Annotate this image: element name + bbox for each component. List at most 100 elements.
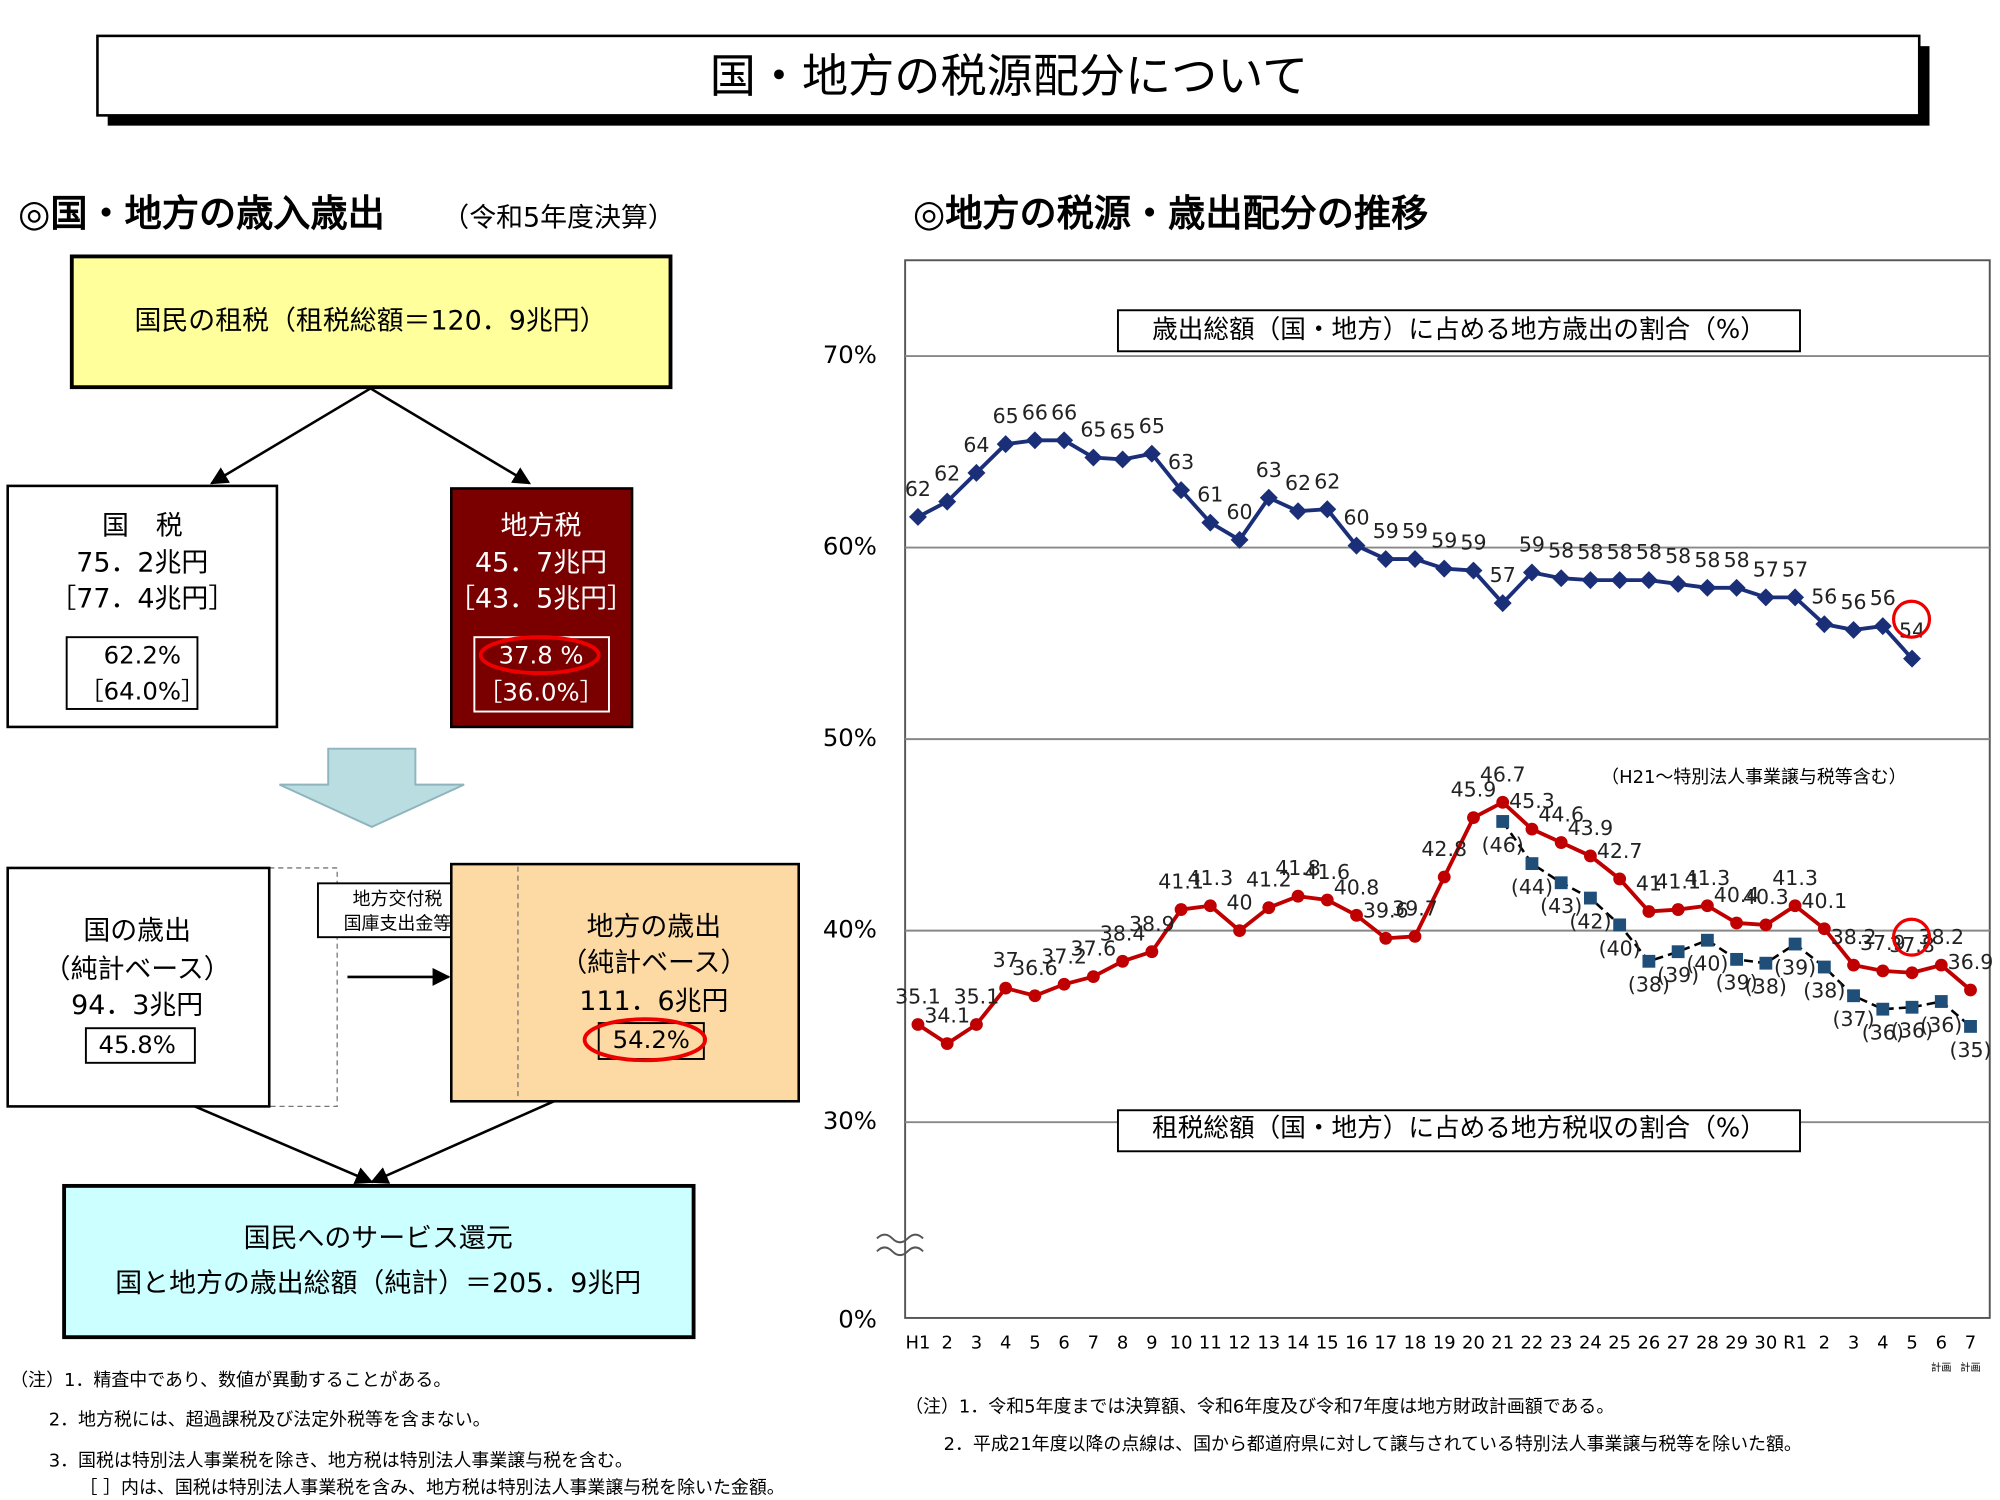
arrow <box>209 387 372 485</box>
data-label: 58 <box>1577 540 1603 564</box>
point <box>1876 964 1890 978</box>
x-tick-label: 19 <box>1433 1333 1456 1354</box>
total-tax-box <box>69 254 673 390</box>
point <box>1291 889 1305 903</box>
label: 地方の歳出 <box>587 912 722 943</box>
point <box>1554 836 1568 849</box>
data-label: 65 <box>993 404 1019 428</box>
data-label: 58 <box>1665 544 1691 568</box>
point <box>1084 448 1103 467</box>
label: 地方税 <box>501 510 582 541</box>
point <box>1320 893 1334 907</box>
x-tick-note: 計画 <box>1931 1361 1952 1374</box>
axis-break <box>876 1233 924 1257</box>
x-tick-label: 20 <box>1462 1333 1485 1354</box>
point <box>1525 822 1539 836</box>
point <box>1493 594 1512 613</box>
x-tick-label: 26 <box>1637 1333 1660 1354</box>
data-label: (43) <box>1540 894 1582 918</box>
data-label: 57 <box>1490 563 1516 587</box>
data-label: (39) <box>1774 955 1816 979</box>
section-title: ◎国・地方の歳入歳出 <box>18 191 385 235</box>
y-tick-label: 60% <box>823 532 877 561</box>
point <box>1142 444 1161 463</box>
data-label: (42) <box>1569 909 1611 933</box>
data-label: 40.4 <box>1714 883 1760 907</box>
data-label: 37 <box>993 948 1019 972</box>
data-label: 59 <box>1431 529 1457 553</box>
data-label: 38.2 <box>1831 925 1877 949</box>
note: （注）1．令和5年度までは決算額、令和6年度及び令和7年度は地方財政計画額である… <box>905 1397 1614 1418</box>
arrow <box>369 387 532 485</box>
x-tick-label: 3 <box>1848 1333 1859 1354</box>
point <box>1876 1002 1890 1016</box>
x-tick-label: 23 <box>1550 1333 1573 1354</box>
point <box>1669 574 1688 593</box>
data-label: 60 <box>1227 500 1253 524</box>
point <box>1464 561 1483 580</box>
data-label: 41.6 <box>1304 860 1350 884</box>
point <box>1671 903 1685 916</box>
local-exp-box <box>450 862 800 1103</box>
x-tick-label: 2 <box>1819 1333 1830 1354</box>
point <box>1756 588 1775 607</box>
point <box>1613 918 1627 932</box>
note: 2．平成21年度以降の点線は、国から都道府県に対して譲与されている特別法人事業譲… <box>944 1434 1802 1455</box>
x-tick-label: 6 <box>1058 1333 1069 1354</box>
data-label: 62 <box>905 477 931 501</box>
data-label: 36.9 <box>1948 950 1994 974</box>
data-label: (38) <box>1745 975 1787 999</box>
point <box>908 507 927 526</box>
data-label: 58 <box>1548 538 1574 562</box>
x-tick-label: 27 <box>1667 1333 1690 1354</box>
data-label: 56 <box>1870 586 1896 610</box>
x-tick-label: H1 <box>905 1333 930 1354</box>
point <box>1847 989 1860 1003</box>
data-label: 62 <box>1314 469 1340 493</box>
x-tick-label: 13 <box>1257 1333 1280 1354</box>
point <box>1700 933 1714 947</box>
data-label: (39) <box>1657 963 1699 987</box>
data-label: 43.9 <box>1568 816 1614 840</box>
x-tick-label: 9 <box>1146 1333 1157 1354</box>
data-label: 59 <box>1519 533 1545 557</box>
data-label: (38) <box>1803 978 1845 1002</box>
point <box>1584 891 1597 905</box>
point <box>1406 550 1424 569</box>
data-label: 46.7 <box>1480 762 1526 786</box>
x-tick-label: 4 <box>1000 1333 1011 1354</box>
x-tick-label: 7 <box>1965 1333 1976 1354</box>
point <box>1467 811 1480 825</box>
data-label: 42.7 <box>1597 839 1643 863</box>
amount-alt: ［43．5兆円］ <box>448 583 634 614</box>
basis: （純計ベース） <box>560 948 747 979</box>
point <box>1610 571 1629 590</box>
services-box <box>62 1183 696 1340</box>
y-tick-label: 30% <box>823 1106 877 1135</box>
point <box>1964 983 1977 997</box>
data-label: (46) <box>1482 833 1524 857</box>
point <box>1903 649 1922 668</box>
point <box>1639 571 1658 590</box>
annotation: 租税総額（国・地方）に占める地方税収の割合（%） <box>1152 1113 1766 1143</box>
data-label: 59 <box>1460 531 1486 555</box>
data-label: 58 <box>1694 548 1720 572</box>
point <box>911 1018 925 1031</box>
point <box>1113 450 1132 469</box>
point <box>1552 569 1571 588</box>
x-tick-label: 17 <box>1374 1333 1397 1354</box>
x-tick-label: 10 <box>1170 1333 1193 1354</box>
label: 国 税 <box>102 510 183 541</box>
data-label: (36) <box>1862 1021 1904 1045</box>
x-tick-label: R1 <box>1783 1333 1807 1354</box>
total-tax: 国民の租税（租税総額＝120．9兆円） <box>134 305 606 336</box>
point <box>1817 960 1831 974</box>
annotation: 歳出総額（国・地方）に占める地方歳出の割合（%） <box>1152 315 1766 345</box>
data-label: 39.7 <box>1392 896 1438 920</box>
point <box>1437 870 1451 884</box>
share-alt: ［64.0%］ <box>79 676 205 705</box>
data-label: 64 <box>963 433 989 457</box>
basis: （純計ベース） <box>44 954 231 985</box>
amount: 45．7兆円 <box>475 548 607 579</box>
